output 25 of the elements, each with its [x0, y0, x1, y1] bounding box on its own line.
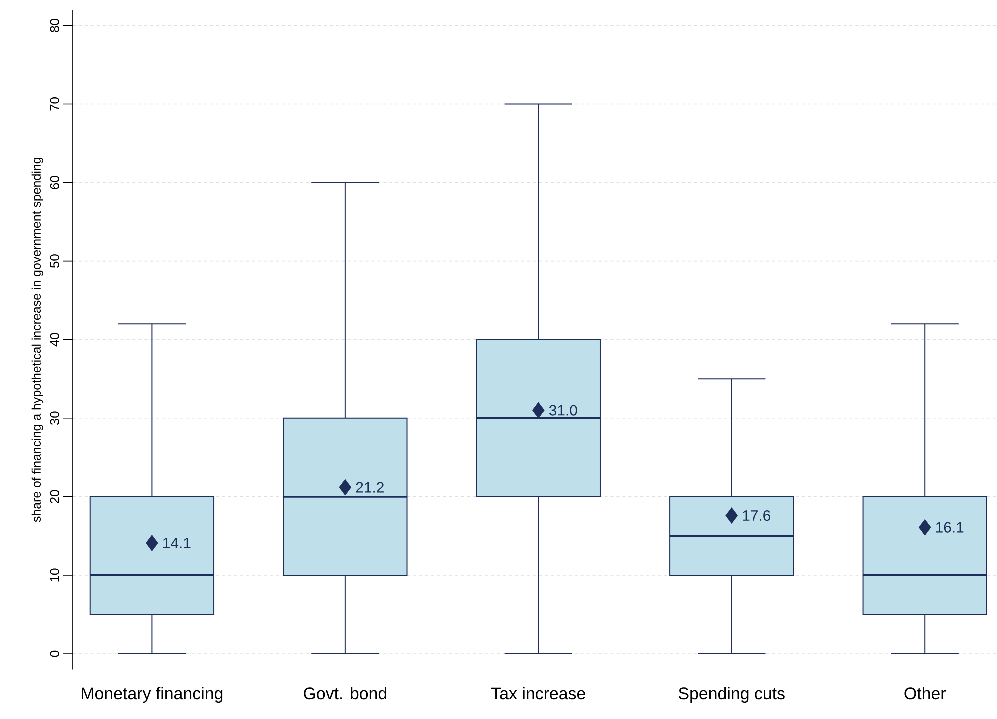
y-tick-label: 40	[50, 333, 60, 347]
y-tick-label: 80	[50, 19, 60, 32]
y-tick-label: 10	[50, 568, 60, 582]
y-tick-label: 60	[50, 176, 60, 190]
x-tick-label: Tax increase	[492, 687, 586, 700]
data-label: 21.2	[356, 482, 384, 493]
data-label: 31.0	[549, 405, 578, 416]
y-tick-label: 70	[50, 98, 60, 111]
point	[726, 508, 738, 524]
point	[339, 479, 352, 496]
point	[146, 535, 158, 552]
y-tick-label: 20	[50, 490, 60, 504]
data-label: 17.6	[743, 510, 770, 522]
y-tick-label: 0	[50, 651, 60, 658]
point	[532, 402, 545, 419]
data-label: 16.1	[936, 522, 964, 533]
y-tick-label: 30	[50, 412, 60, 426]
x-tick-label: Govt. bond	[304, 687, 387, 700]
x-tick-label: Monetary financing	[82, 687, 223, 704]
x-tick-label: Other	[904, 687, 946, 700]
data-label: 14.1	[164, 538, 191, 549]
y-tick-label: 50	[50, 254, 60, 268]
x-tick-label: Spending cuts	[679, 687, 785, 704]
y-axis-title: share of financing a hypothetical increase in government spending	[32, 158, 44, 522]
point	[918, 520, 932, 536]
